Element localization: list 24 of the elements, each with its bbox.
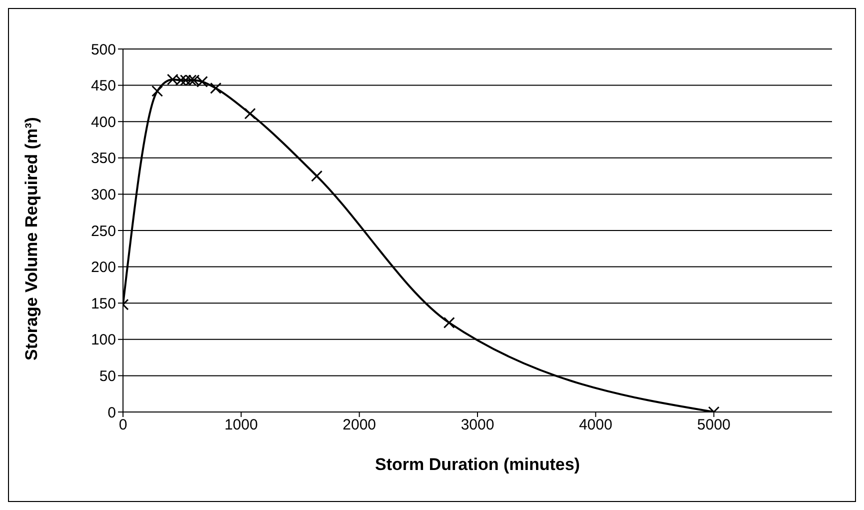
x-tick-label: 4000 xyxy=(578,416,612,434)
x-tick-label: 5000 xyxy=(697,416,731,434)
y-tick-label: 500 xyxy=(90,41,116,58)
y-axis-title: Storage Volume Required (m³) xyxy=(22,117,42,360)
y-tick-label: 450 xyxy=(90,78,116,95)
point xyxy=(210,82,222,94)
y-tick-label: 350 xyxy=(90,150,116,168)
x-tick-label: 3000 xyxy=(460,416,494,434)
y-tick-label: 200 xyxy=(90,259,116,276)
y-tick-label: 400 xyxy=(90,114,116,131)
x-axis-title: Storm Duration (minutes) xyxy=(375,455,580,474)
point xyxy=(443,316,455,328)
y-tick-label: 300 xyxy=(90,186,116,204)
y-tick-label: 150 xyxy=(90,295,116,312)
point xyxy=(311,170,323,182)
x-tick-label: 2000 xyxy=(342,416,376,434)
point xyxy=(152,85,164,97)
x-tick-label: 0 xyxy=(118,416,128,434)
y-tick-label: 100 xyxy=(90,332,116,349)
y-tick-label: 0 xyxy=(108,404,116,422)
point xyxy=(244,108,256,120)
y-tick-label: 250 xyxy=(90,222,116,240)
y-tick-label: 50 xyxy=(99,368,116,386)
x-tick-label: 1000 xyxy=(224,416,258,434)
